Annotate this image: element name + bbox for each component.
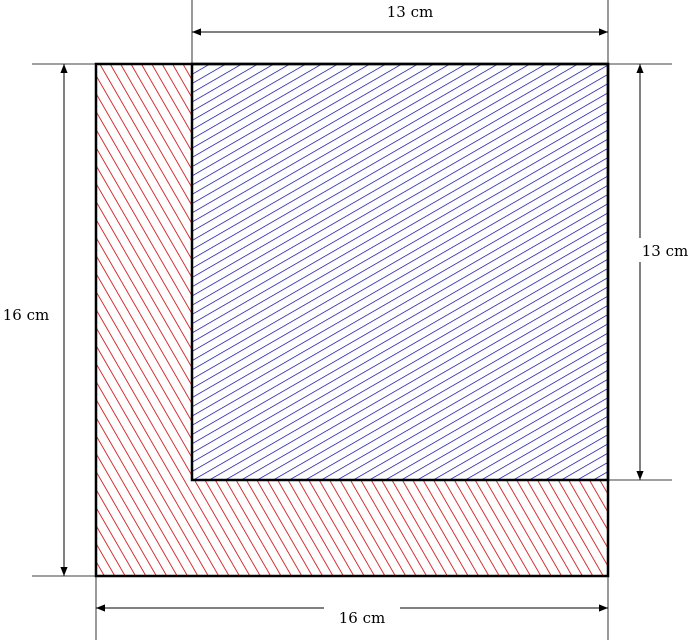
right-label-bg — [638, 238, 692, 262]
inner-square-outline — [190, 62, 610, 482]
bottom-dimension-label: 16 cm — [339, 609, 385, 627]
inner-square — [192, 64, 608, 480]
bottom-label-bg — [324, 598, 400, 618]
left-dimension-label: 16 cm — [3, 306, 49, 324]
outer-l-region — [96, 64, 608, 576]
left-label-bg — [0, 302, 54, 326]
right-dimension-label: 13 cm — [642, 242, 688, 260]
top-dimension-label: 13 cm — [387, 3, 433, 21]
top-label-bg — [370, 0, 446, 24]
